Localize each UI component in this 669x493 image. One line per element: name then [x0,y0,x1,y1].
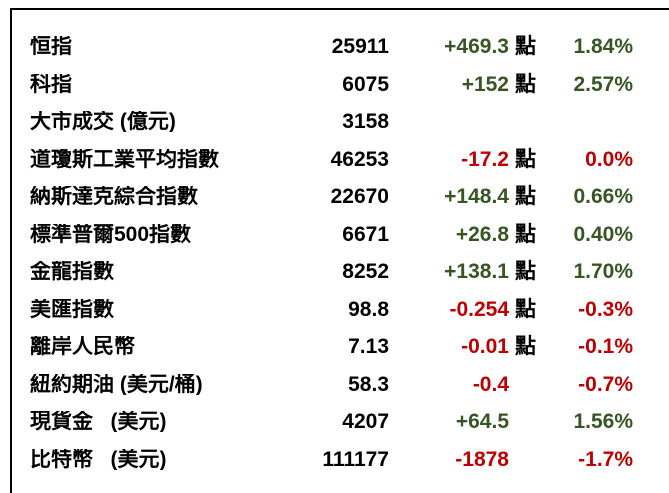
instrument-name: 紐約期油 (美元/桶) [30,373,203,395]
table-row: 道瓊斯工業平均指數 46253 -17.2 點 0.0% [30,141,669,179]
change-value: +469.3 [444,35,509,59]
instrument-name: 美匯指數 [30,298,114,320]
last-value: 98.8 [348,297,389,321]
table-row: 美匯指數 98.8 -0.254 點 -0.3% [30,291,669,329]
percent-change: 0.40% [573,222,633,246]
change-value: +26.8 [455,222,509,246]
table-row: 紐約期油 (美元/桶) 58.3 -0.4 -0.7% [30,366,669,404]
instrument-name: 離岸人民幣 [30,336,135,358]
percent-change: 1.56% [573,410,633,434]
instrument-name: 科指 [30,73,72,95]
table-row: 現貨金 (美元) 4207 +64.5 1.56% [30,403,669,441]
table-row: 比特幣 (美元) 111177 -1878 -1.7% [30,441,669,479]
table-row: 科指 6075 +152 點 2.57% [30,66,669,104]
point-unit-label: 點 [515,260,536,284]
last-value: 3158 [342,110,389,134]
table-row: 恒指 25911 +469.3 點 1.84% [30,28,669,66]
market-summary-table: 恒指 25911 +469.3 點 1.84% 科指 6075 +152 點 2… [10,8,669,493]
instrument-name: 現貨金 (美元) [30,411,167,433]
point-unit-label: 點 [515,297,536,321]
instrument-name: 道瓊斯工業平均指數 [30,148,219,170]
point-unit-label: 點 [515,335,536,359]
instrument-name: 恒指 [30,36,72,58]
percent-change: -1.7% [578,447,633,471]
point-unit-label: 點 [515,147,536,171]
change-value: +148.4 [444,185,509,209]
last-value: 58.3 [348,372,389,396]
table-row: 金龍指數 8252 +138.1 點 1.70% [30,253,669,291]
percent-change: -0.3% [578,297,633,321]
table-row: 納斯達克綜合指數 22670 +148.4 點 0.66% [30,178,669,216]
change-value: +138.1 [444,260,509,284]
last-value: 4207 [342,410,389,434]
point-unit-label: 點 [515,185,536,209]
last-value: 25911 [331,35,389,59]
percent-change: 1.70% [573,260,633,284]
change-value: -0.4 [472,372,509,396]
table-row: 大市成交 (億元) 3158 [30,103,669,141]
instrument-name: 比特幣 (美元) [30,448,167,470]
table-row: 離岸人民幣 7.13 -0.01 點 -0.1% [30,328,669,366]
table-row: 標準普爾500指數 6671 +26.8 點 0.40% [30,216,669,254]
last-value: 6671 [342,222,389,246]
change-value: -1878 [455,447,509,471]
percent-change: 0.66% [573,185,633,209]
last-value: 7.13 [348,335,389,359]
percent-change: 0.0% [585,147,633,171]
instrument-name: 納斯達克綜合指數 [30,186,198,208]
last-value: 22670 [330,185,389,209]
instrument-name: 大市成交 (億元) [30,111,176,133]
change-value: -0.254 [449,297,509,321]
last-value: 8252 [342,260,389,284]
point-unit-label: 點 [515,72,536,96]
percent-change: -0.1% [578,335,633,359]
percent-change: 2.57% [573,72,633,96]
point-unit-label: 點 [515,35,536,59]
change-value: -17.2 [461,147,509,171]
last-value: 6075 [342,72,389,96]
instrument-name: 金龍指數 [30,261,114,283]
change-value: +64.5 [455,410,509,434]
change-value: -0.01 [461,335,509,359]
change-value: +152 [461,72,509,96]
last-value: 111177 [322,447,389,471]
percent-change: 1.84% [573,35,633,59]
percent-change: -0.7% [578,372,633,396]
instrument-name: 標準普爾500指數 [30,223,192,245]
point-unit-label: 點 [515,222,536,246]
last-value: 46253 [330,147,389,171]
